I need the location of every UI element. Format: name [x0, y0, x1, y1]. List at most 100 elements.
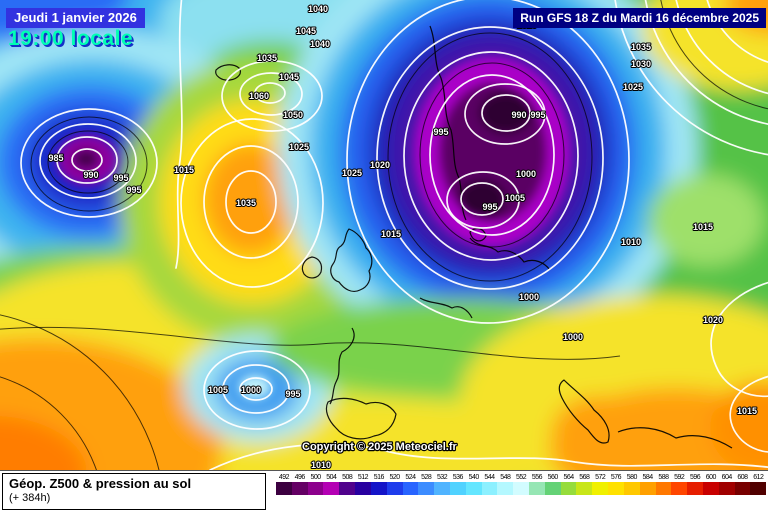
geopotential-contour-layer — [0, 0, 768, 470]
colorbar-cell: 576 — [608, 474, 624, 495]
colorbar-swatch — [687, 482, 703, 495]
pressure-label: 1050 — [283, 110, 303, 120]
pressure-label: 1015 — [381, 229, 401, 239]
pressure-label: 995 — [126, 185, 141, 195]
colorbar-swatch — [402, 482, 419, 495]
colorbar-swatch — [623, 482, 640, 495]
colorbar-value: 592 — [674, 474, 685, 481]
colorbar-swatch — [592, 482, 609, 495]
colorbar-value: 596 — [689, 474, 701, 481]
colorbar-value: 584 — [642, 474, 654, 481]
colorbar-swatch — [386, 482, 403, 495]
colorbar-cell: 492 — [276, 474, 292, 495]
colorbar-cell: 496 — [291, 474, 308, 495]
colorbar-swatch — [276, 482, 292, 495]
low-pressure-core-layer — [57, 57, 570, 399]
colorbar-value: 548 — [500, 474, 511, 481]
iceland-coast — [215, 64, 241, 81]
colorbar-value: 588 — [658, 474, 669, 481]
pressure-label: 1015 — [693, 222, 713, 232]
colorbar-value: 500 — [310, 474, 321, 481]
colorbar-value: 604 — [721, 474, 733, 481]
pressure-label: 1015 — [737, 406, 757, 416]
colorbar-cell: 560 — [544, 474, 561, 495]
colorbar-swatch — [481, 482, 498, 495]
colorbar-cell: 504 — [323, 474, 340, 495]
pressure-label: 1000 — [241, 385, 261, 395]
pressure-label: 1005 — [505, 193, 525, 203]
pressure-label: 1010 — [621, 237, 641, 247]
pressure-label: 1040 — [308, 4, 328, 14]
colorbar-swatch — [434, 482, 450, 495]
colorbar-swatch — [544, 482, 561, 495]
pressure-label: 1005 — [208, 385, 228, 395]
colorbar-value: 580 — [626, 474, 638, 481]
map-title-box: Géop. Z500 & pression au sol (+ 384h) — [2, 473, 266, 510]
colorbar-value: 532 — [436, 474, 448, 481]
pressure-label: 985 — [48, 153, 63, 163]
pressure-label: 995 — [433, 127, 448, 137]
colorbar-cell: 584 — [639, 474, 656, 495]
italy-coast — [558, 379, 610, 444]
pressure-label: 1025 — [623, 82, 643, 92]
pressure-label: 1035 — [631, 42, 651, 52]
colorbar-value: 576 — [610, 474, 622, 481]
colorbar-value: 612 — [753, 474, 764, 481]
colorbar-value: 544 — [484, 474, 495, 481]
norway-coast — [429, 25, 467, 221]
colorbar-value: 512 — [357, 474, 369, 481]
colorbar-swatch — [370, 482, 387, 495]
colorbar-cell: 604 — [718, 474, 735, 495]
colorbar-cell: 608 — [734, 474, 751, 495]
pressure-label: 995 — [285, 389, 300, 399]
pressure-label: 990 — [83, 170, 98, 180]
colorbar-swatch — [418, 482, 435, 495]
colorbar-cell: 580 — [623, 474, 640, 495]
pressure-label: 1035 — [257, 53, 277, 63]
colorbar-swatch — [576, 482, 593, 495]
colorbar-cell: 612 — [750, 474, 767, 495]
colorbar-cell: 516 — [370, 474, 387, 495]
pressure-label: 1025 — [342, 168, 362, 178]
colorbar-cell: 556 — [529, 474, 545, 495]
colorbar-cell: 548 — [497, 474, 514, 495]
france-coast — [329, 327, 355, 405]
colorbar-value: 520 — [389, 474, 401, 481]
colorbar-swatch — [734, 482, 751, 495]
model-run-overlay: Run GFS 18 Z du Mardi 16 décembre 2025 — [513, 8, 766, 28]
forecast-lead-time: (+ 384h) — [9, 492, 51, 504]
colorbar-swatch — [560, 482, 577, 495]
colorbar-swatch — [449, 482, 466, 495]
colorbar-value: 492 — [278, 474, 290, 481]
colorbar-value: 572 — [595, 474, 606, 481]
colorbar-swatch — [355, 482, 371, 495]
colorbar-cell: 564 — [560, 474, 577, 495]
colorbar-swatch — [513, 482, 529, 495]
colorbar-cell: 508 — [339, 474, 356, 495]
colorbar-swatch — [497, 482, 514, 495]
colorbar-swatch — [639, 482, 656, 495]
colorbar-value: 540 — [468, 474, 480, 481]
colorbar-cell: 572 — [592, 474, 609, 495]
colorbar-swatch — [529, 482, 545, 495]
pressure-label: 1040 — [310, 39, 330, 49]
pressure-label: 990 — [511, 110, 526, 120]
colorbar-swatch — [702, 482, 719, 495]
colorbar-cell: 592 — [671, 474, 688, 495]
colorbar-value: 536 — [452, 474, 464, 481]
pressure-label: 1060 — [249, 91, 269, 101]
local-time-overlay: 19:00 locale — [8, 27, 134, 50]
mediterranean-coast — [617, 427, 733, 449]
colorbar-swatch — [718, 482, 735, 495]
pressure-label: 1025 — [289, 142, 309, 152]
colorbar-cell: 568 — [576, 474, 593, 495]
pressure-label: 1030 — [631, 59, 651, 69]
colorbar-swatch — [608, 482, 624, 495]
pressure-label: 995 — [113, 173, 128, 183]
legend-footer: Géop. Z500 & pression au sol (+ 384h) 49… — [0, 470, 768, 512]
colorbar-value: 556 — [531, 474, 543, 481]
denmark-coast — [469, 227, 487, 242]
pressure-label: 1000 — [519, 292, 539, 302]
colorbar-cell: 500 — [307, 474, 324, 495]
